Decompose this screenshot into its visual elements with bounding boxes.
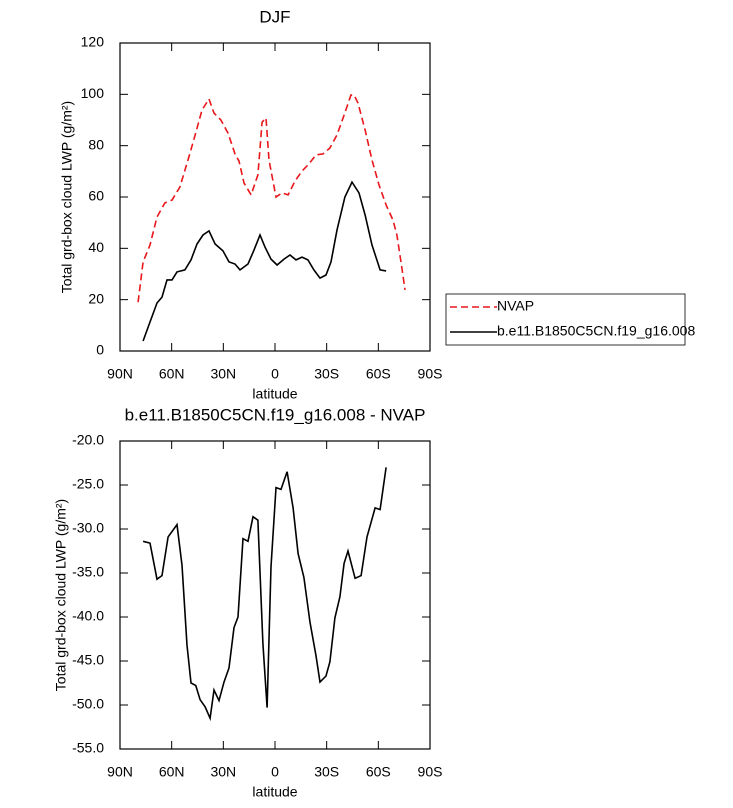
legend-label: b.e11.B1850C5CN.f19_g16.008 — [497, 323, 695, 339]
y-tick-label: -50.0 — [72, 696, 104, 712]
y-tick-label: -35.0 — [72, 564, 104, 580]
y-tick-label: -55.0 — [72, 740, 104, 756]
x-tick-label: 60S — [366, 764, 391, 780]
x-tick-label: 90N — [107, 764, 133, 780]
y-tick-label: 80 — [88, 136, 104, 152]
x-tick-label: 30S — [314, 366, 339, 382]
x-tick-label: 30N — [210, 366, 236, 382]
x-tick-label: 60N — [159, 764, 185, 780]
data-line — [142, 467, 387, 722]
y-tick-label: 0 — [96, 342, 104, 358]
legend-box — [445, 293, 686, 346]
x-tick-label: 90N — [107, 366, 133, 382]
y-axis-label: Total grd-box cloud LWP (g/m²) — [53, 499, 69, 691]
y-tick-label: 60 — [88, 188, 104, 204]
chart-title: b.e11.B1850C5CN.f19_g16.008 - NVAP — [125, 405, 426, 424]
y-tick-label: 100 — [81, 85, 105, 101]
y-tick-label: 20 — [88, 290, 104, 306]
y-axis-label: Total grd-box cloud LWP (g/m²) — [59, 101, 75, 293]
y-tick-label: -40.0 — [72, 608, 104, 624]
y-tick-label: -30.0 — [72, 520, 104, 536]
x-tick-label: 0 — [271, 764, 279, 780]
x-tick-label: 60N — [159, 366, 185, 382]
y-tick-label: -20.0 — [72, 432, 104, 448]
x-tick-label: 60S — [366, 366, 391, 382]
x-axis-label: latitude — [252, 386, 297, 402]
legend-label: NVAP — [497, 298, 534, 314]
y-tick-label: 40 — [88, 239, 104, 255]
data-line — [137, 94, 406, 303]
x-tick-label: 0 — [271, 366, 279, 382]
x-tick-label: 30N — [210, 764, 236, 780]
y-tick-label: -45.0 — [72, 652, 104, 668]
y-tick-label: -25.0 — [72, 476, 104, 492]
chart-title: DJF — [259, 7, 290, 26]
x-tick-label: 90S — [418, 366, 443, 382]
data-line — [142, 180, 387, 342]
y-tick-label: 120 — [81, 34, 105, 50]
x-tick-label: 90S — [418, 764, 443, 780]
x-tick-label: 30S — [314, 764, 339, 780]
x-axis-label: latitude — [252, 784, 297, 800]
